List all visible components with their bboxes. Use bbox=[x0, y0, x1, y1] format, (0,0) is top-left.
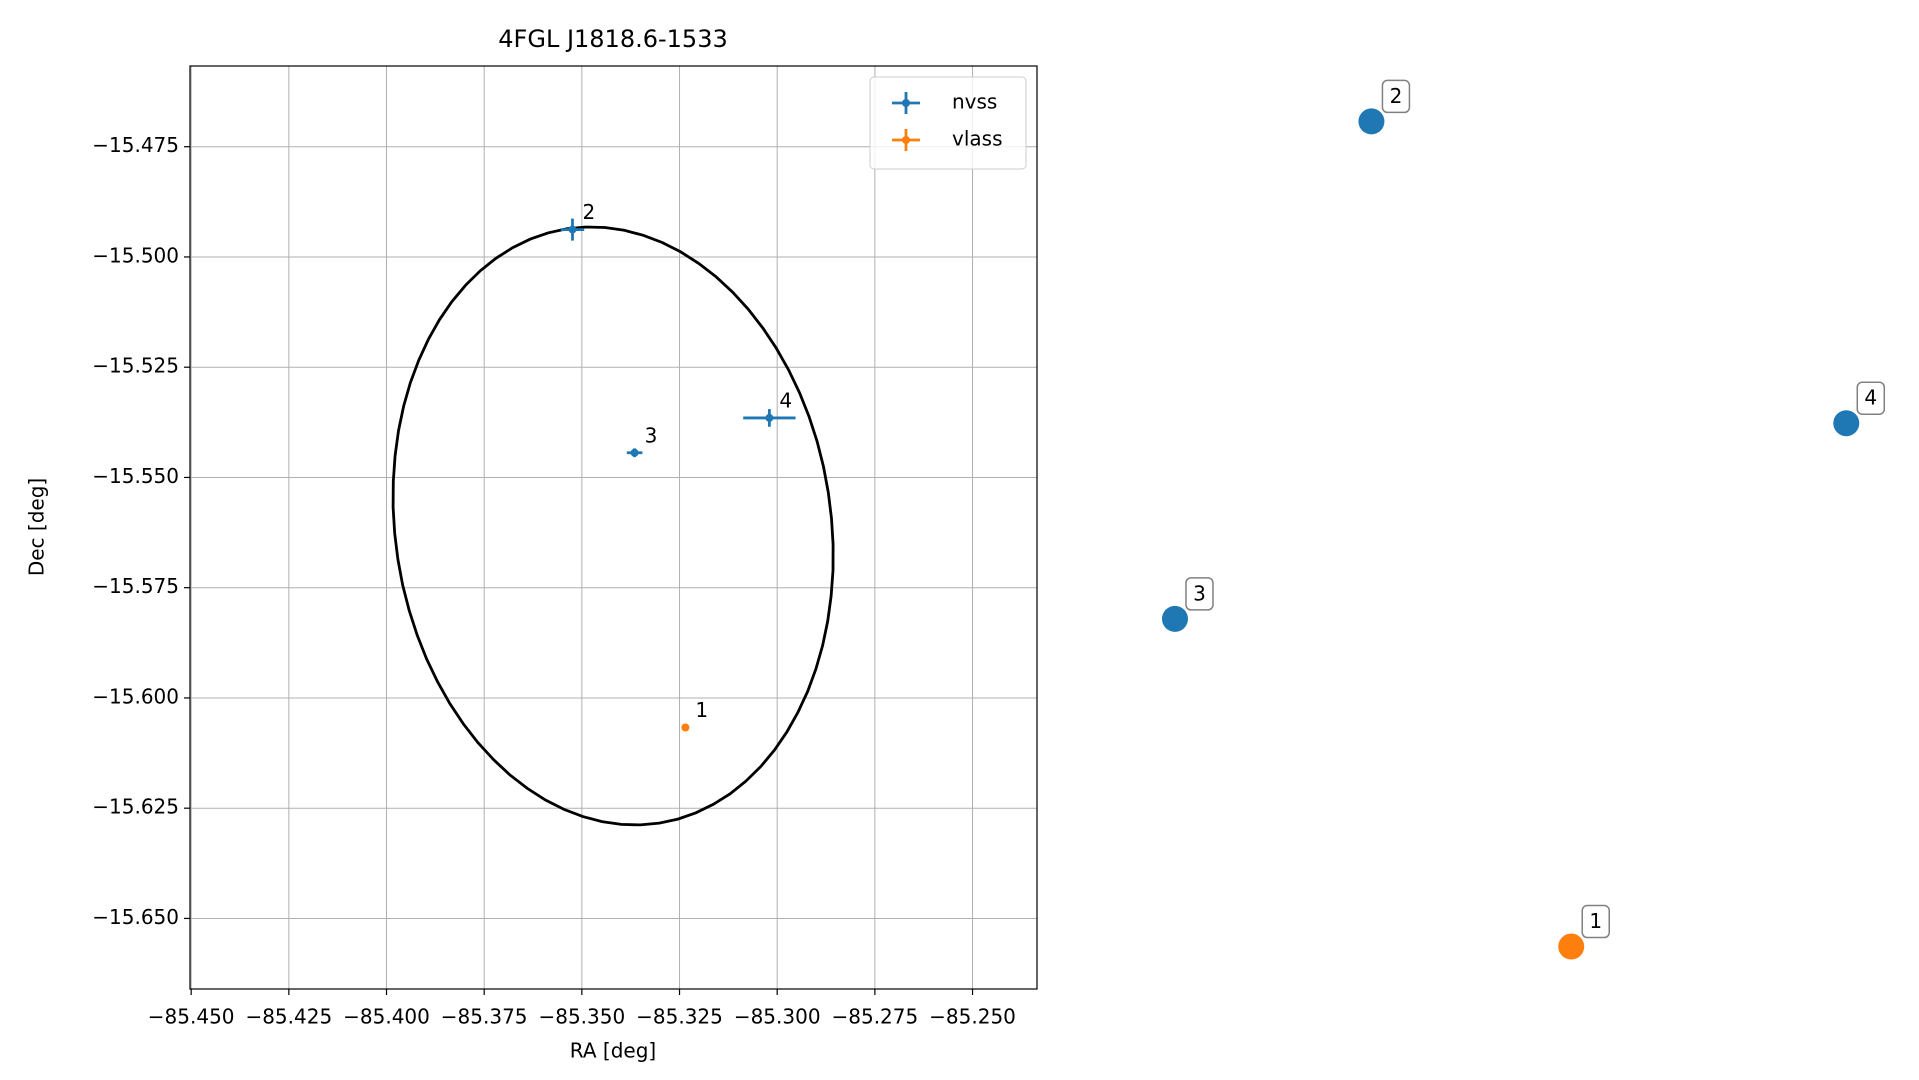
y-tick-label: −15.475 bbox=[92, 133, 179, 157]
y-tick-label: −15.550 bbox=[92, 464, 179, 488]
x-tick-label: −85.250 bbox=[929, 1005, 1016, 1029]
ellipse bbox=[391, 225, 835, 827]
point bbox=[568, 225, 577, 234]
point-label: 1 bbox=[695, 698, 708, 722]
point bbox=[1833, 410, 1860, 437]
x-tick-label: −85.425 bbox=[245, 1005, 332, 1029]
legend-label: vlass bbox=[952, 127, 1003, 151]
y-tick-label: −15.575 bbox=[92, 574, 179, 598]
label-box bbox=[1581, 904, 1610, 939]
legend-marker bbox=[902, 136, 910, 144]
y-tick-label: −15.625 bbox=[92, 795, 179, 819]
label-box bbox=[1381, 79, 1411, 114]
label-box bbox=[1856, 381, 1886, 415]
point bbox=[681, 723, 690, 732]
point-label: 2 bbox=[582, 200, 595, 224]
point bbox=[1161, 605, 1188, 632]
y-axis-label: Dec [deg] bbox=[25, 478, 49, 576]
y-tick-label: −15.650 bbox=[92, 905, 179, 929]
plot-frame bbox=[189, 65, 1038, 990]
point bbox=[1558, 933, 1585, 960]
point-label: 4 bbox=[779, 388, 792, 412]
x-tick-label: −85.300 bbox=[734, 1005, 821, 1029]
point-label: 3 bbox=[645, 423, 658, 447]
point bbox=[1358, 108, 1385, 135]
legend-marker bbox=[902, 99, 910, 107]
x-tick-label: −85.375 bbox=[441, 1005, 528, 1029]
x-axis-label: RA [deg] bbox=[570, 1039, 656, 1063]
point-label: 2 bbox=[1390, 84, 1403, 108]
y-tick-label: −15.600 bbox=[92, 684, 179, 708]
point-label: 4 bbox=[1864, 386, 1877, 410]
legend-label: nvss bbox=[952, 90, 997, 114]
legend-box bbox=[869, 76, 1027, 170]
chart-title: 4FGL J1818.6-1533 bbox=[498, 25, 727, 53]
x-tick-label: −85.275 bbox=[831, 1005, 918, 1029]
y-tick-label: −15.500 bbox=[92, 243, 179, 267]
point bbox=[630, 448, 639, 457]
y-tick-label: −15.525 bbox=[92, 354, 179, 378]
label-box bbox=[1185, 577, 1214, 611]
x-tick-label: −85.325 bbox=[636, 1005, 723, 1029]
x-tick-label: −85.400 bbox=[343, 1005, 430, 1029]
point bbox=[765, 413, 774, 422]
point-label: 1 bbox=[1589, 909, 1602, 933]
x-tick-label: −85.350 bbox=[538, 1005, 625, 1029]
x-tick-label: −85.450 bbox=[148, 1005, 235, 1029]
point-label: 3 bbox=[1193, 581, 1206, 605]
